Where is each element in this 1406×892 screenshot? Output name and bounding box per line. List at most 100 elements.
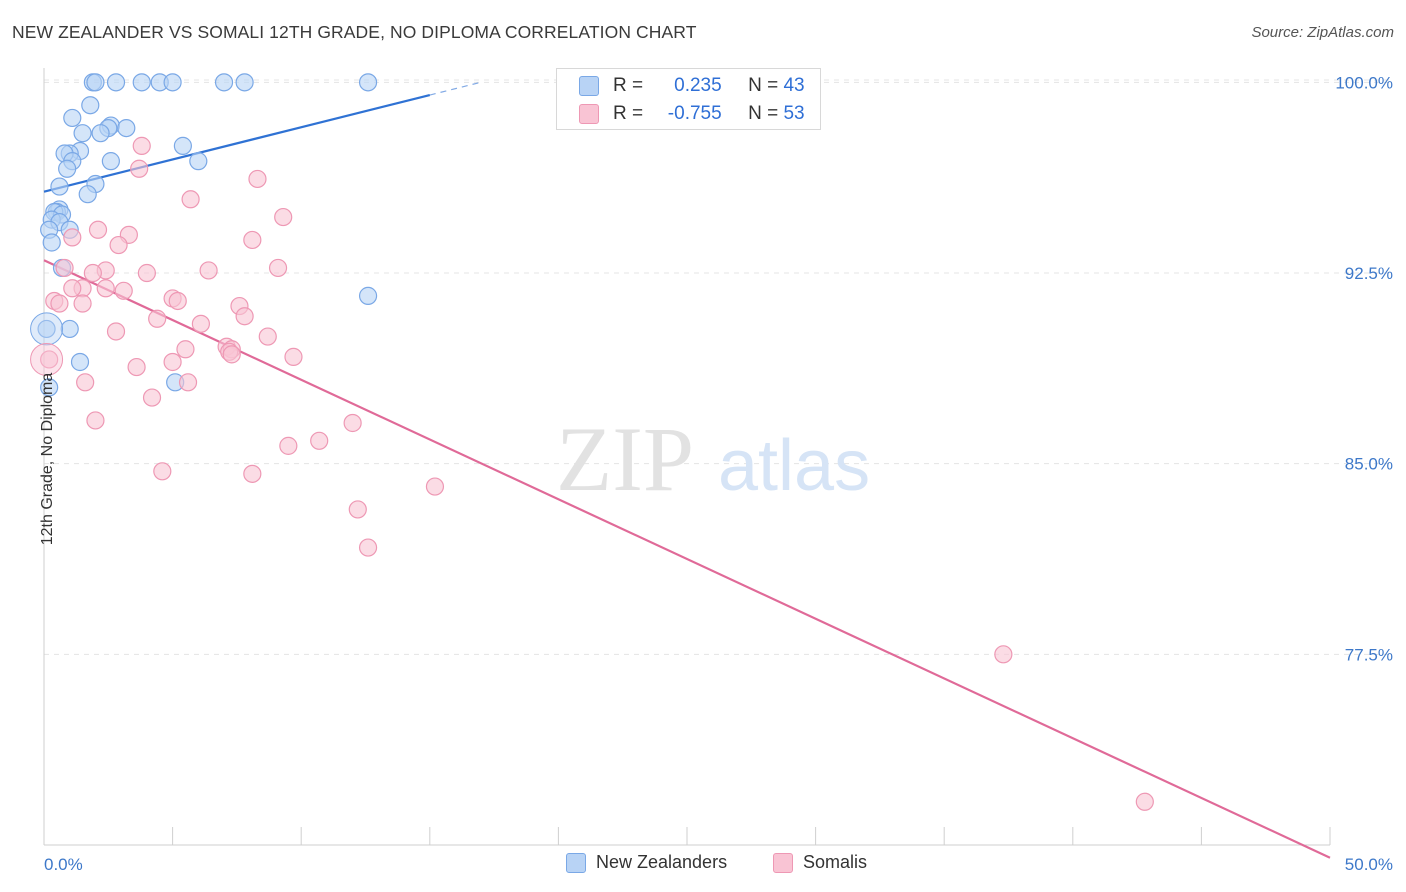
data-point-pink bbox=[199, 261, 218, 280]
stats-r-value: 0.235 bbox=[674, 75, 722, 96]
data-point-pink bbox=[148, 309, 167, 328]
data-point-pink bbox=[73, 294, 92, 313]
data-point-pink bbox=[88, 220, 108, 239]
stats-swatch-blue bbox=[579, 76, 599, 96]
data-point-pink bbox=[1135, 792, 1154, 811]
trend-lines bbox=[43, 81, 1331, 859]
data-point-pink bbox=[243, 464, 262, 483]
data-point-blue bbox=[106, 73, 126, 92]
stats-row-pink: R = -0.755 N = 53 bbox=[579, 101, 805, 127]
stats-n-label: N = bbox=[748, 75, 779, 96]
data-point-pink bbox=[222, 345, 241, 364]
data-point-pink bbox=[279, 436, 298, 455]
data-point-blue bbox=[189, 152, 208, 171]
axes bbox=[43, 68, 1331, 846]
trend-line-pink bbox=[43, 259, 1331, 859]
data-point-pink bbox=[176, 340, 195, 359]
y-tick-label: 100.0% bbox=[1335, 73, 1393, 92]
data-point-pink bbox=[137, 263, 156, 283]
data-point-pink bbox=[310, 431, 329, 450]
stats-swatch-pink bbox=[579, 104, 599, 124]
data-point-pink bbox=[109, 235, 128, 255]
data-point-pink bbox=[163, 352, 182, 372]
data-point-blue-large bbox=[30, 312, 64, 346]
watermark-zip: ZIP bbox=[556, 408, 694, 510]
data-point-blue bbox=[173, 136, 192, 155]
legend-swatch-blue bbox=[566, 852, 586, 873]
data-point-pink bbox=[343, 413, 362, 433]
data-point-blue bbox=[60, 319, 79, 339]
y-axis-label: 12th Grade, No Diploma bbox=[39, 372, 56, 546]
data-point-blue bbox=[358, 73, 378, 92]
data-point-pink-large bbox=[30, 342, 64, 376]
data-point-pink bbox=[153, 462, 172, 481]
data-point-pink bbox=[127, 357, 146, 377]
data-point-pink bbox=[40, 350, 59, 369]
data-point-pink bbox=[132, 136, 151, 155]
data-point-pink bbox=[86, 411, 105, 430]
data-point-blue bbox=[73, 124, 92, 143]
trend-line-extension bbox=[429, 81, 482, 96]
data-point-pink bbox=[994, 645, 1013, 664]
data-point-pink bbox=[50, 294, 69, 313]
data-point-blue bbox=[78, 185, 97, 204]
data-point-pink bbox=[425, 477, 445, 496]
data-point-pink bbox=[274, 207, 293, 227]
data-point-pink bbox=[348, 500, 367, 519]
data-points bbox=[30, 73, 1154, 811]
stats-r-label: R = bbox=[613, 103, 644, 124]
data-point-pink bbox=[96, 279, 115, 298]
data-point-pink bbox=[181, 190, 200, 209]
data-point-blue bbox=[86, 73, 105, 92]
data-point-pink bbox=[130, 159, 149, 178]
stats-n-value: 53 bbox=[783, 103, 805, 124]
stats-n-label: N = bbox=[748, 103, 779, 124]
data-point-blue bbox=[40, 378, 59, 397]
data-point-blue bbox=[91, 124, 110, 143]
data-point-blue bbox=[358, 286, 378, 305]
legend-label: New Zealanders bbox=[596, 852, 728, 872]
data-point-pink bbox=[248, 169, 267, 189]
legend-swatch-pink bbox=[773, 852, 793, 873]
data-point-pink bbox=[235, 307, 254, 326]
data-point-pink bbox=[178, 373, 198, 392]
legend-item-somalis[interactable]: Somalis bbox=[773, 852, 867, 873]
data-point-pink bbox=[76, 373, 95, 392]
legend-label: Somalis bbox=[803, 852, 868, 872]
data-point-pink bbox=[106, 322, 126, 341]
data-point-blue bbox=[117, 118, 136, 138]
y-tick-label: 85.0% bbox=[1345, 455, 1393, 474]
stats-r-value: -0.755 bbox=[667, 103, 722, 124]
data-point-pink bbox=[63, 228, 82, 247]
data-point-pink bbox=[191, 314, 210, 333]
data-point-blue bbox=[214, 73, 234, 92]
data-point-pink bbox=[284, 347, 303, 366]
data-point-pink bbox=[268, 258, 288, 278]
data-point-blue bbox=[58, 159, 77, 178]
y-tick-label: 92.5% bbox=[1345, 264, 1393, 283]
source-credit: Source: ZipAtlas.com bbox=[1251, 24, 1394, 41]
stats-n-value: 43 bbox=[783, 75, 805, 96]
data-point-blue bbox=[132, 73, 151, 92]
chart-title: NEW ZEALANDER VS SOMALI 12TH GRADE, NO D… bbox=[12, 22, 697, 42]
stats-box: R = 0.235 N = 43 R = -0.755 N = 53 bbox=[556, 68, 821, 130]
data-point-pink bbox=[243, 230, 262, 250]
x-tick-label: 50.0% bbox=[1345, 855, 1393, 874]
data-point-blue bbox=[42, 233, 61, 252]
data-point-pink bbox=[358, 538, 378, 557]
data-point-blue bbox=[81, 96, 100, 115]
tick-labels: 100.0% 92.5% 85.0% 77.5% 0.0% 50.0% bbox=[44, 73, 1393, 874]
data-point-pink bbox=[55, 258, 74, 278]
data-point-blue bbox=[70, 352, 90, 372]
watermark: ZIP atlas bbox=[556, 408, 870, 510]
data-point-pink bbox=[83, 263, 102, 283]
data-point-blue bbox=[101, 152, 120, 171]
x-tick-label: 0.0% bbox=[44, 855, 83, 874]
legend-item-new-zealanders[interactable]: New Zealanders bbox=[566, 852, 727, 873]
data-point-pink bbox=[142, 388, 162, 407]
y-tick-label: 77.5% bbox=[1345, 645, 1393, 664]
trend-line-blue bbox=[43, 93, 431, 193]
data-point-blue bbox=[63, 108, 82, 128]
data-point-blue bbox=[235, 73, 254, 92]
